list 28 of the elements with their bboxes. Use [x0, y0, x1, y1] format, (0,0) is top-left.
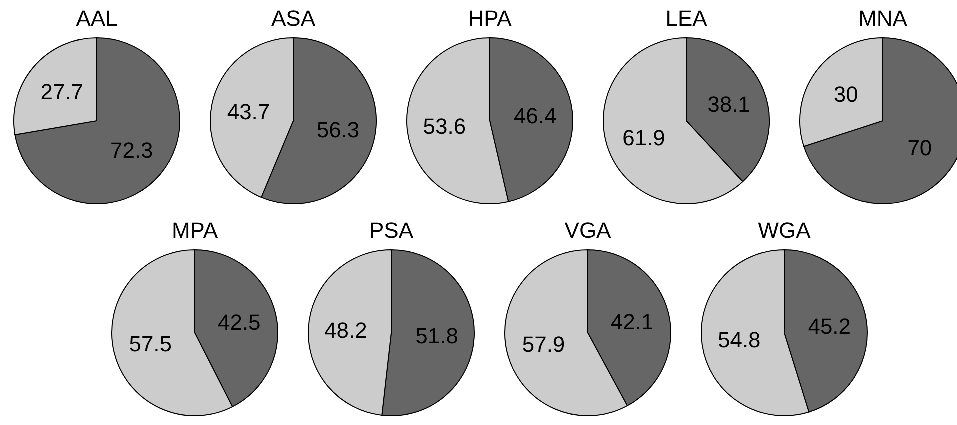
data-label: 48.2 — [324, 318, 368, 344]
chart-title: WGA — [758, 218, 812, 243]
data-label: 61.9 — [622, 125, 666, 150]
data-label: 51.8 — [416, 323, 458, 348]
data-label: 56.3 — [316, 118, 360, 143]
data-label: 30 — [834, 82, 858, 107]
chart-title: PSA — [369, 218, 414, 243]
chart-title: MNA — [858, 6, 908, 31]
pie-slice — [14, 38, 180, 204]
chart-title: LEA — [666, 6, 708, 31]
data-label: 38.1 — [708, 92, 750, 118]
data-label: 45.2 — [808, 314, 852, 339]
data-label: 70 — [908, 136, 932, 161]
data-label: 27.7 — [40, 79, 84, 104]
data-label: 54.8 — [718, 328, 761, 353]
chart-title: VGA — [564, 218, 612, 243]
data-label: 46.4 — [514, 104, 557, 129]
data-label: 42.5 — [218, 310, 261, 336]
chart-title: MPA — [172, 218, 218, 243]
data-label: 43.7 — [227, 100, 270, 125]
data-label: 42.1 — [610, 309, 654, 334]
data-label: 72.3 — [110, 138, 154, 164]
data-label: 57.9 — [522, 332, 566, 357]
chart-title: AAL — [76, 6, 118, 31]
data-label: 53.6 — [423, 114, 466, 139]
chart-title: ASA — [271, 6, 316, 31]
chart-title: HPA — [468, 6, 512, 31]
data-label: 57.5 — [129, 331, 172, 356]
